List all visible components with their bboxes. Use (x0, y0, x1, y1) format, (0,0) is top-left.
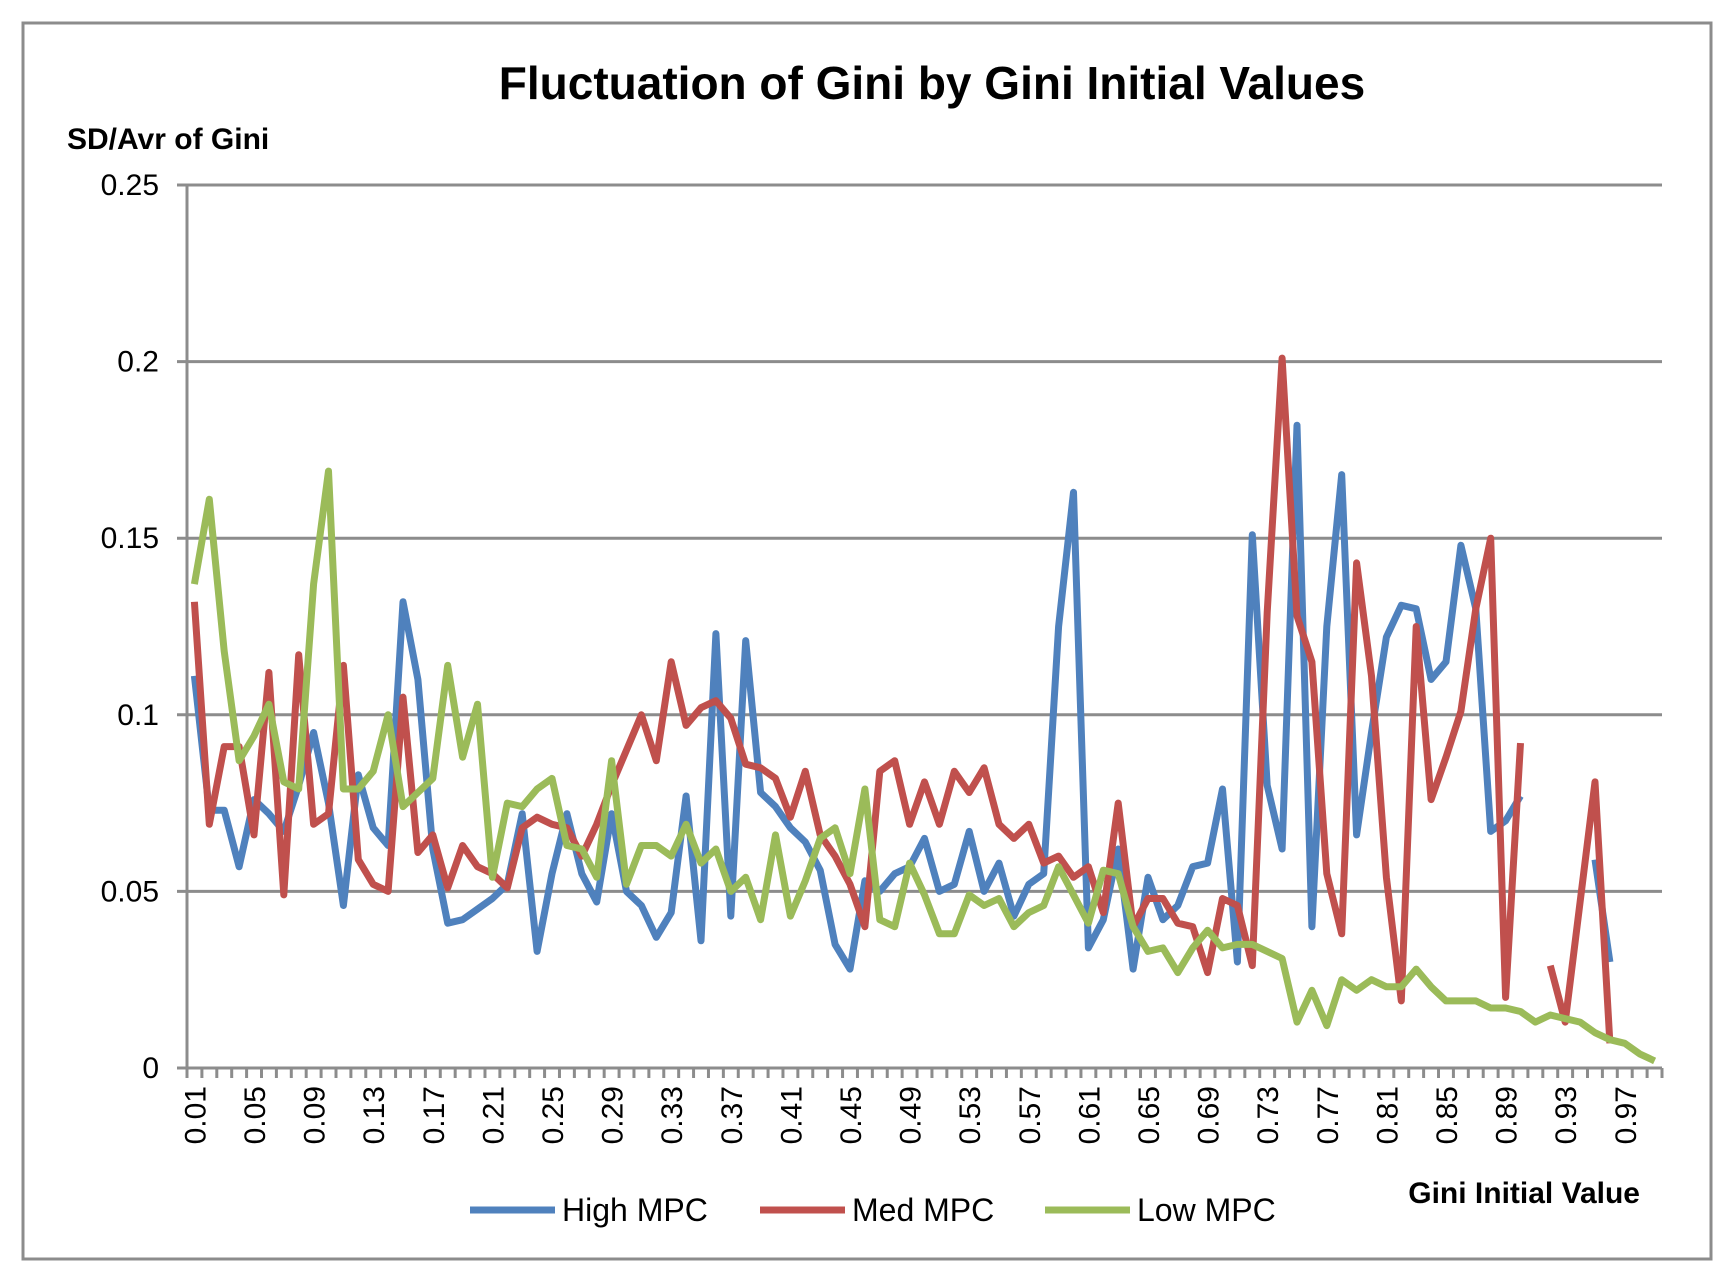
y-tick-label: 0.25 (101, 169, 159, 202)
x-tick-label: 0.33 (656, 1086, 689, 1144)
x-tick-label: 0.53 (954, 1086, 987, 1144)
x-tick-label: 0.81 (1371, 1086, 1404, 1144)
x-tick-label: 0.61 (1073, 1086, 1106, 1144)
x-tick-label: 0.97 (1610, 1086, 1643, 1144)
x-tick-label: 0.01 (179, 1086, 212, 1144)
series-line-low-mpc (190, 467, 1657, 1065)
x-tick-label: 0.73 (1252, 1086, 1285, 1144)
y-tick-label: 0 (142, 1052, 159, 1085)
x-axis-label: Gini Initial Value (1408, 1177, 1640, 1210)
y-axis-label: SD/Avr of Gini (67, 123, 269, 156)
x-tick-label: 0.89 (1491, 1086, 1524, 1144)
chart-border (21, 21, 1713, 1261)
x-tick-label: 0.09 (299, 1086, 332, 1144)
y-tick-label: 0.15 (101, 522, 159, 555)
series-lines (190, 354, 1657, 1065)
x-tick-label: 0.41 (775, 1086, 808, 1144)
chart-title: Fluctuation of Gini by Gini Initial Valu… (499, 57, 1365, 109)
y-tick-label: 0.2 (117, 346, 159, 379)
y-tick-labels: 0 0.05 0.1 0.15 0.2 0.25 (101, 169, 159, 1085)
legend: High MPC Med MPC Low MPC (470, 1192, 1276, 1228)
x-tick-label: 0.05 (239, 1086, 272, 1144)
x-tick-label: 0.37 (716, 1086, 749, 1144)
x-tick-label: 0.69 (1193, 1086, 1226, 1144)
series-line-med-mpc (190, 354, 1614, 1044)
y-tick-label: 0.05 (101, 875, 159, 908)
x-tick-label: 0.77 (1312, 1086, 1345, 1144)
x-tick-label: 0.25 (537, 1086, 570, 1144)
legend-label: High MPC (562, 1192, 708, 1228)
x-tick-label: 0.29 (597, 1086, 630, 1144)
x-tick-label: 0.49 (895, 1086, 928, 1144)
legend-label: Low MPC (1137, 1192, 1276, 1228)
x-tick-label: 0.65 (1133, 1086, 1166, 1144)
x-tick-label: 0.93 (1550, 1086, 1583, 1144)
x-tick-label: 0.13 (358, 1086, 391, 1144)
x-tick-label: 0.45 (835, 1086, 868, 1144)
x-tick-label: 0.85 (1431, 1086, 1464, 1144)
legend-label: Med MPC (852, 1192, 994, 1228)
x-tick-label: 0.57 (1014, 1086, 1047, 1144)
x-tick-label: 0.21 (477, 1086, 510, 1144)
y-tick-label: 0.1 (117, 699, 159, 732)
x-tick-labels: 0.01 0.05 0.09 0.13 0.17 0.21 0.25 0.29 0.33 0.37… (179, 1086, 1642, 1144)
x-tick-label: 0.17 (418, 1086, 451, 1144)
axes (185, 185, 1664, 1078)
